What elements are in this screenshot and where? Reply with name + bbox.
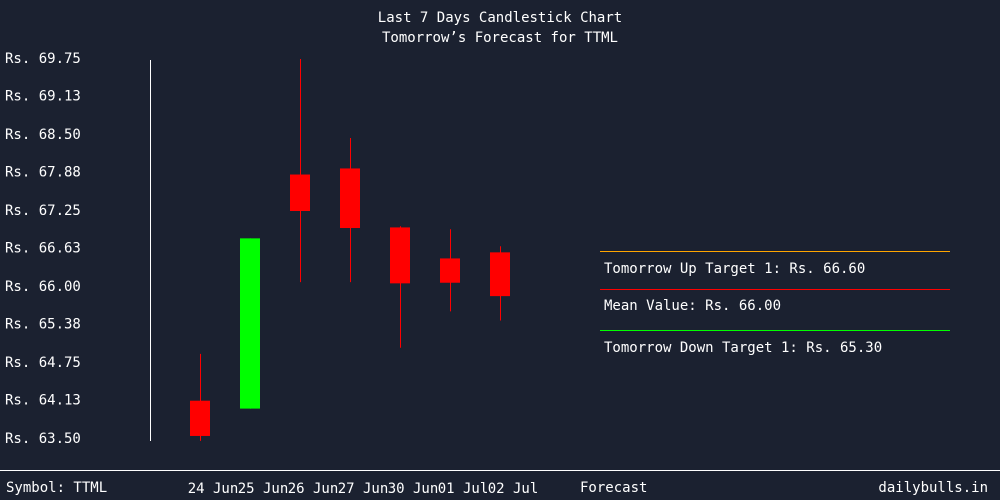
forecast-mean-label: Mean Value: Rs. 66.00 — [604, 298, 782, 314]
forecast-down-label: Tomorrow Down Target 1: Rs. 65.30 — [604, 340, 883, 356]
y-tick-label: Rs. 68.50 — [5, 127, 81, 143]
x-tick-label: 02 Jul — [488, 481, 539, 497]
x-tick-label: 27 Jun — [338, 481, 389, 497]
candle-body — [490, 252, 510, 297]
y-tick-label: Rs. 63.50 — [5, 431, 81, 447]
x-tick-label: 24 Jun — [188, 481, 239, 497]
chart-subtitle: Tomorrow’s Forecast for TTML — [381, 30, 618, 46]
chart-title: Last 7 Days Candlestick Chart — [377, 10, 623, 26]
x-tick-label: 26 Jun — [288, 481, 339, 497]
forecast-x-label: Forecast — [580, 480, 648, 496]
candle-body — [390, 227, 410, 284]
candle-body — [190, 400, 210, 436]
candle-body — [340, 168, 360, 229]
forecast-up-label: Tomorrow Up Target 1: Rs. 66.60 — [604, 261, 866, 277]
x-tick-label: 01 Jul — [438, 481, 489, 497]
y-tick-label: Rs. 69.13 — [5, 89, 81, 105]
footer-site-link[interactable]: dailybulls.in — [878, 480, 988, 496]
x-tick-label: 25 Jun — [238, 481, 289, 497]
y-tick-label: Rs. 67.25 — [5, 203, 81, 219]
footer-symbol: Symbol: TTML — [6, 480, 108, 496]
y-tick-label: Rs. 66.63 — [5, 241, 81, 257]
x-tick-label: 30 Jun — [388, 481, 439, 497]
y-tick-label: Rs. 66.00 — [5, 279, 81, 295]
candle-body — [440, 258, 460, 283]
candle-body — [290, 174, 310, 211]
y-tick-label: Rs. 64.13 — [5, 393, 81, 409]
y-tick-label: Rs. 67.88 — [5, 165, 81, 181]
y-tick-label: Rs. 65.38 — [5, 317, 81, 333]
y-tick-label: Rs. 69.75 — [5, 51, 81, 67]
y-tick-label: Rs. 64.75 — [5, 355, 81, 371]
candle-body — [240, 238, 260, 409]
